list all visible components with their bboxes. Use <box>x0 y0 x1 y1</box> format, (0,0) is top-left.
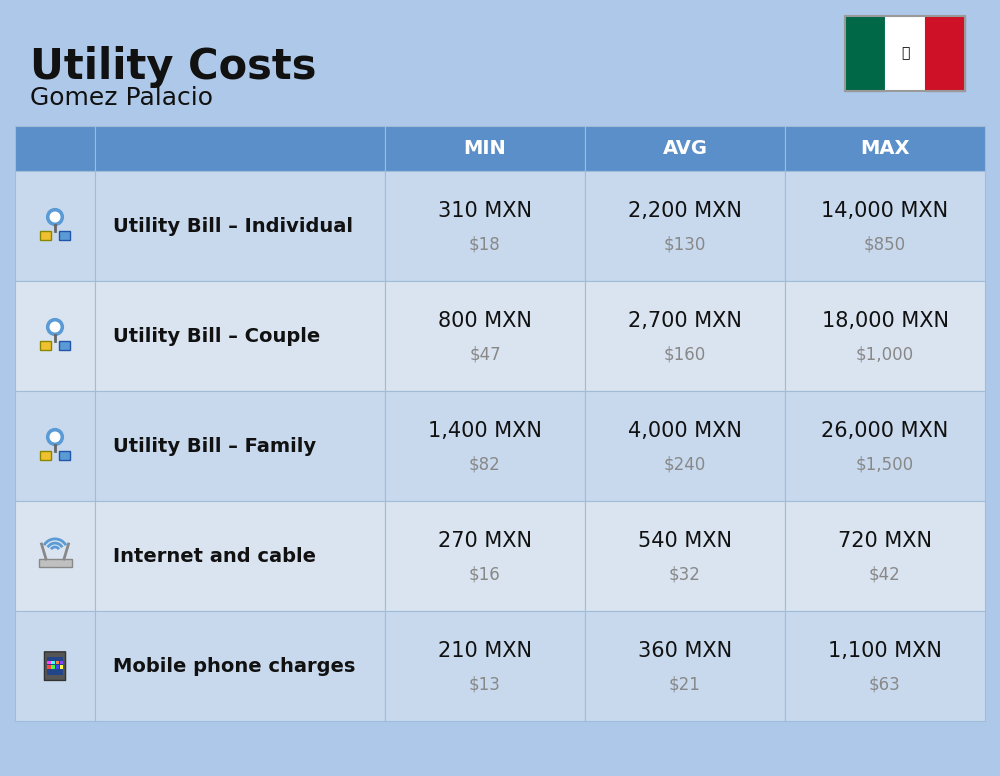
Bar <box>15 281 95 391</box>
Circle shape <box>50 322 60 332</box>
Bar <box>40 451 51 459</box>
Text: $21: $21 <box>669 675 701 693</box>
Bar <box>95 126 385 171</box>
Bar <box>40 230 51 240</box>
Text: $63: $63 <box>869 675 901 693</box>
Bar <box>95 171 385 281</box>
Bar <box>38 559 72 566</box>
Text: 14,000 MXN: 14,000 MXN <box>821 201 949 221</box>
Bar <box>385 171 585 281</box>
Text: $18: $18 <box>469 235 501 253</box>
Text: Utility Bill – Couple: Utility Bill – Couple <box>113 327 320 345</box>
Bar <box>59 451 70 459</box>
Circle shape <box>47 319 63 335</box>
Bar <box>59 341 70 349</box>
Bar <box>15 171 95 281</box>
Circle shape <box>50 432 60 442</box>
Bar <box>15 611 95 721</box>
Text: $240: $240 <box>664 455 706 473</box>
Bar <box>585 171 785 281</box>
Bar <box>47 657 63 675</box>
Bar <box>585 501 785 611</box>
Text: 4,000 MXN: 4,000 MXN <box>628 421 742 441</box>
Text: MAX: MAX <box>860 139 910 158</box>
Bar <box>60 660 63 664</box>
Bar <box>585 126 785 171</box>
Text: $82: $82 <box>469 455 501 473</box>
Bar <box>385 281 585 391</box>
Text: Mobile phone charges: Mobile phone charges <box>113 656 355 675</box>
Bar <box>585 611 785 721</box>
Bar <box>47 660 50 664</box>
Bar <box>885 16 925 91</box>
Text: Internet and cable: Internet and cable <box>113 546 316 566</box>
Circle shape <box>47 209 63 225</box>
Bar <box>15 391 95 501</box>
Bar <box>585 391 785 501</box>
Circle shape <box>47 428 63 445</box>
Bar <box>385 126 585 171</box>
Text: 1,400 MXN: 1,400 MXN <box>428 421 542 441</box>
Text: $42: $42 <box>869 565 901 583</box>
Bar <box>785 126 985 171</box>
Bar <box>60 665 63 669</box>
Text: 360 MXN: 360 MXN <box>638 641 732 661</box>
Text: $13: $13 <box>469 675 501 693</box>
Text: 270 MXN: 270 MXN <box>438 531 532 551</box>
Bar <box>95 611 385 721</box>
Text: $16: $16 <box>469 565 501 583</box>
Text: 310 MXN: 310 MXN <box>438 201 532 221</box>
Bar <box>785 281 985 391</box>
Text: 2,200 MXN: 2,200 MXN <box>628 201 742 221</box>
Bar <box>95 281 385 391</box>
Text: 800 MXN: 800 MXN <box>438 311 532 331</box>
Text: MIN: MIN <box>464 139 506 158</box>
Bar <box>585 281 785 391</box>
Text: 26,000 MXN: 26,000 MXN <box>821 421 949 441</box>
Text: $32: $32 <box>669 565 701 583</box>
Text: $1,500: $1,500 <box>856 455 914 473</box>
Bar <box>47 665 50 669</box>
Text: 720 MXN: 720 MXN <box>838 531 932 551</box>
Text: 🦅: 🦅 <box>901 47 909 61</box>
Bar <box>40 341 51 349</box>
Bar <box>785 501 985 611</box>
Text: 1,100 MXN: 1,100 MXN <box>828 641 942 661</box>
Text: $47: $47 <box>469 345 501 363</box>
Text: Utility Bill – Family: Utility Bill – Family <box>113 436 316 456</box>
Bar <box>785 611 985 721</box>
Circle shape <box>50 212 60 222</box>
Bar <box>385 501 585 611</box>
Bar <box>15 501 95 611</box>
Text: Utility Bill – Individual: Utility Bill – Individual <box>113 217 353 235</box>
Bar <box>95 501 385 611</box>
Text: $1,000: $1,000 <box>856 345 914 363</box>
Bar <box>51 665 55 669</box>
Bar <box>845 16 965 91</box>
Text: 210 MXN: 210 MXN <box>438 641 532 661</box>
Text: 2,700 MXN: 2,700 MXN <box>628 311 742 331</box>
Text: $160: $160 <box>664 345 706 363</box>
Text: $130: $130 <box>664 235 706 253</box>
Bar <box>385 391 585 501</box>
Bar <box>785 171 985 281</box>
Text: AVG: AVG <box>662 139 708 158</box>
Bar <box>51 660 55 664</box>
FancyBboxPatch shape <box>44 652 66 681</box>
Bar <box>845 16 885 91</box>
Text: Gomez Palacio: Gomez Palacio <box>30 86 213 110</box>
Bar <box>785 391 985 501</box>
Text: 18,000 MXN: 18,000 MXN <box>822 311 948 331</box>
Text: 540 MXN: 540 MXN <box>638 531 732 551</box>
Bar <box>56 665 59 669</box>
Bar <box>15 126 95 171</box>
Bar <box>95 391 385 501</box>
Bar <box>56 660 59 664</box>
Text: $850: $850 <box>864 235 906 253</box>
Text: Utility Costs: Utility Costs <box>30 46 316 88</box>
Bar <box>385 611 585 721</box>
Bar <box>925 16 965 91</box>
Bar <box>59 230 70 240</box>
